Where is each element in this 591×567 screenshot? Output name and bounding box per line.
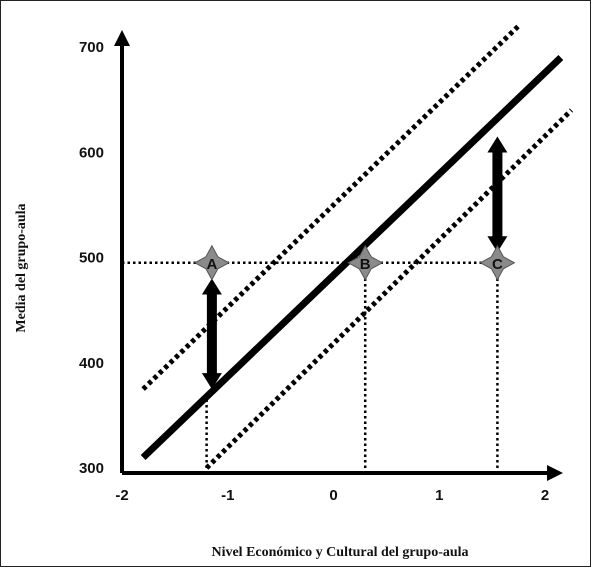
- regression-line: [140, 54, 564, 461]
- y-tick-labels: 300 400 500 600 700: [79, 39, 104, 477]
- point-b: B: [347, 244, 384, 281]
- double-arrow-0: [201, 278, 222, 390]
- point-a: A: [193, 244, 230, 281]
- y-tick-label: 700: [79, 39, 104, 56]
- double-arrow-1: [487, 136, 508, 253]
- x-axis-title: Nivel Económico y Cultural del grupo-aul…: [211, 545, 468, 560]
- arrows: [201, 136, 508, 390]
- point-label: C: [492, 256, 503, 273]
- reference-lines: [122, 261, 503, 468]
- point-c: C: [479, 244, 516, 281]
- x-tick-label: 1: [435, 487, 443, 504]
- y-tick-label: 600: [79, 144, 104, 161]
- series-lines: [140, 24, 574, 470]
- data-points: A B C: [193, 244, 516, 281]
- y-axis-title: Media del grupo-aula: [14, 203, 29, 332]
- y-tick-label: 400: [79, 355, 104, 372]
- point-label: A: [206, 256, 217, 273]
- confidence-band-line-2: [204, 108, 574, 470]
- x-tick-label: 2: [541, 487, 549, 504]
- x-tick-labels: -2 -1 0 1 2: [115, 487, 549, 504]
- confidence-band-line-1: [141, 24, 521, 391]
- x-tick-label: -2: [115, 487, 128, 504]
- x-tick-label: 0: [329, 487, 337, 504]
- x-tick-label: -1: [221, 487, 234, 504]
- point-label: B: [360, 256, 371, 273]
- y-tick-label: 300: [79, 460, 104, 477]
- y-tick-label: 500: [79, 250, 104, 267]
